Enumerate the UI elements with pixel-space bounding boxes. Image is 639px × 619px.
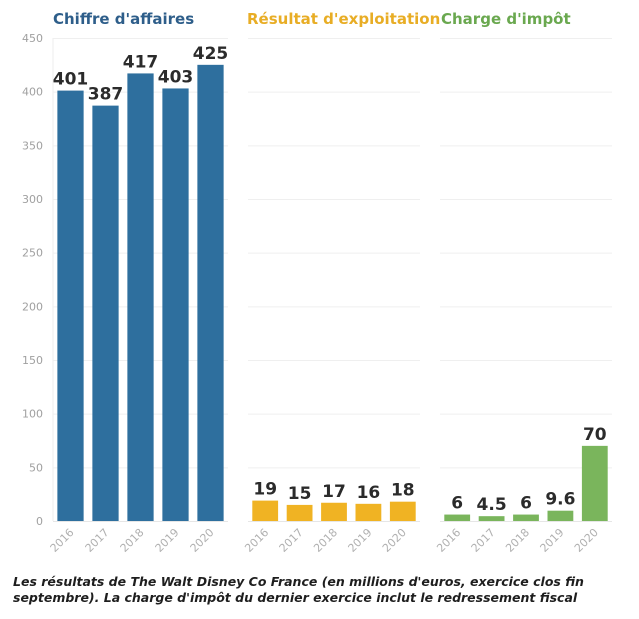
bar-2018 [321, 502, 347, 521]
x-tick-label: 2019 [153, 526, 182, 555]
y-tick-label: 300 [22, 193, 43, 206]
chart-caption: Les résultats de The Walt Disney Co Fran… [13, 574, 623, 606]
panel-title-1: Chiffre d'affaires [53, 10, 194, 28]
bar-2018 [127, 73, 154, 522]
data-label-2016: 401 [53, 70, 89, 90]
y-tick-label: 450 [22, 32, 43, 45]
data-label-2016: 6 [451, 494, 463, 514]
bar-2016 [252, 500, 279, 521]
x-tick-label: 2018 [503, 526, 532, 555]
data-label-2018: 17 [322, 482, 346, 502]
x-tick-label: 2016 [434, 526, 463, 555]
data-label-2018: 417 [123, 52, 159, 72]
x-tick-label: 2016 [48, 526, 77, 555]
data-label-2018: 6 [520, 494, 532, 514]
data-label-2020: 18 [391, 481, 415, 501]
data-label-2017: 387 [88, 85, 124, 105]
data-label-2017: 4.5 [477, 495, 507, 515]
bar-2020 [389, 501, 416, 521]
panel-title-2: Résultat d'exploitation [247, 10, 440, 28]
caption-line-1: Les résultats de The Walt Disney Co Fran… [13, 574, 584, 589]
bar-2019 [162, 88, 189, 522]
caption-line-2: septembre). La charge d'impôt du dernier… [13, 590, 578, 605]
x-tick-label: 2020 [572, 526, 601, 555]
bar-2017 [92, 105, 119, 522]
y-tick-label: 50 [29, 461, 43, 474]
data-label-2019: 16 [357, 483, 381, 503]
x-tick-label: 2017 [83, 526, 112, 555]
x-tick-label: 2020 [380, 526, 409, 555]
data-label-2020: 70 [583, 425, 607, 445]
bar-2016 [444, 514, 471, 521]
y-tick-label: 400 [22, 86, 43, 99]
y-tick-label: 100 [22, 408, 43, 421]
bar-2016 [57, 90, 84, 522]
data-label-2019: 403 [158, 67, 194, 87]
y-tick-label: 150 [22, 354, 43, 367]
x-tick-label: 2019 [538, 526, 567, 555]
data-label-2020: 425 [193, 44, 229, 64]
x-tick-label: 2018 [311, 526, 340, 555]
x-tick-label: 2017 [277, 526, 306, 555]
x-tick-label: 2016 [242, 526, 271, 555]
bar-2019 [547, 510, 574, 521]
x-tick-label: 2020 [188, 526, 217, 555]
bar-2017 [286, 504, 313, 521]
data-label-2016: 19 [253, 480, 277, 500]
y-tick-label: 0 [36, 515, 43, 528]
panel-title-3: Charge d'impôt [441, 10, 571, 28]
data-label-2019: 9.6 [545, 490, 575, 510]
data-label-2017: 15 [288, 484, 312, 504]
x-tick-label: 2019 [346, 526, 375, 555]
y-tick-label: 350 [22, 139, 43, 152]
bar-2020 [197, 64, 224, 521]
bar-2020 [581, 445, 608, 521]
bar-2017 [478, 516, 505, 521]
y-tick-label: 250 [22, 247, 43, 260]
bar-2019 [355, 503, 382, 521]
x-tick-label: 2018 [118, 526, 147, 555]
x-tick-label: 2017 [469, 526, 498, 555]
bar-2018 [513, 514, 539, 521]
y-tick-label: 200 [22, 300, 43, 313]
